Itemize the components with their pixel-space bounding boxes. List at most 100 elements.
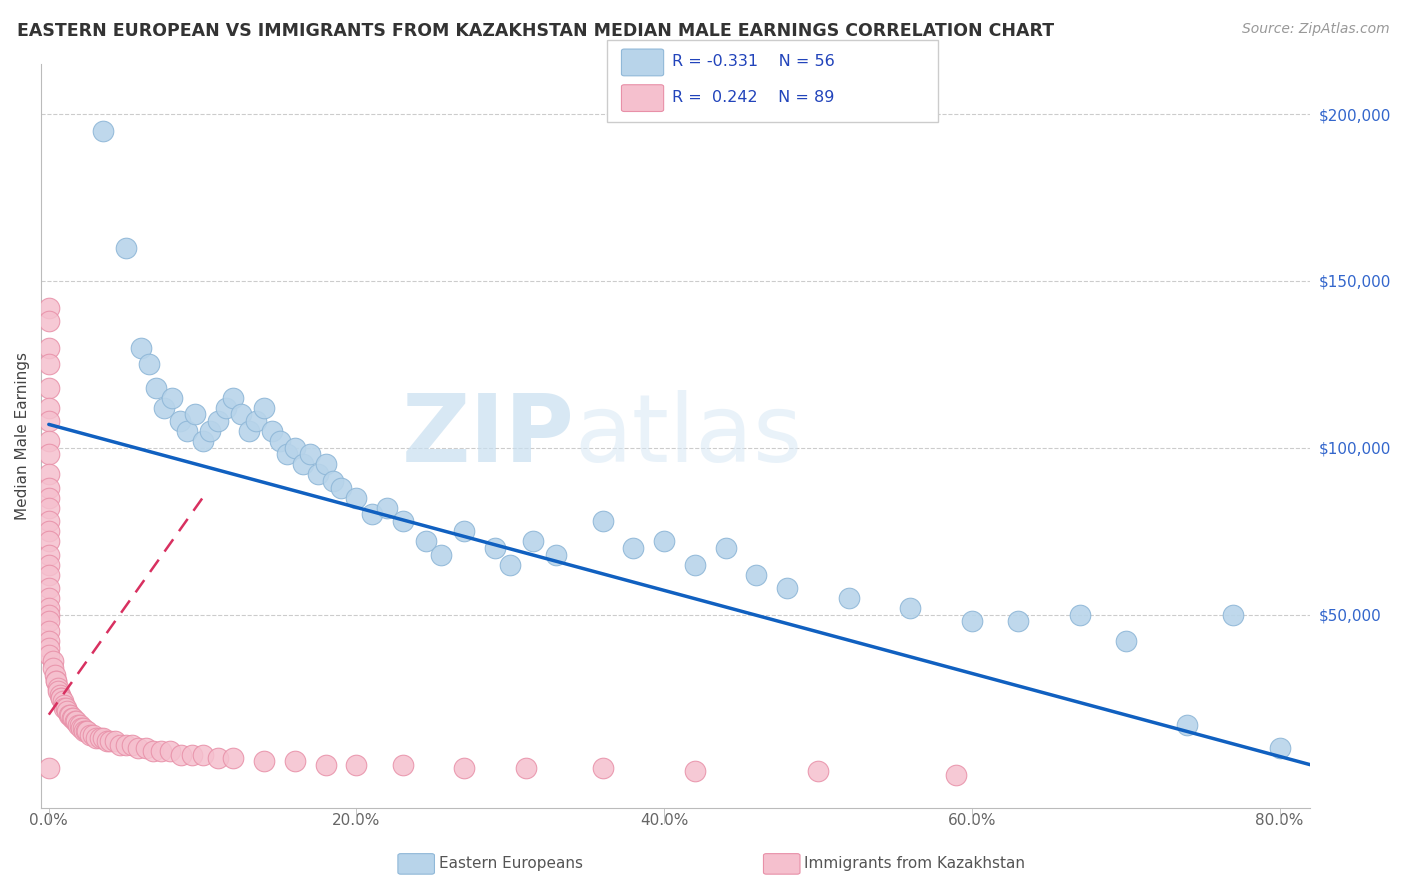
Point (391, 757, 413, 772)
Point (38, 301, 60, 315)
Point (360, 508, 382, 522)
Point (38, 481, 60, 495)
Point (375, 500, 398, 515)
Point (546, 548, 568, 562)
Point (59, 707, 82, 722)
Point (159, 744, 181, 758)
Point (207, 751, 229, 765)
Point (1268, 741, 1291, 756)
Y-axis label: Median Male Earnings: Median Male Earnings (15, 352, 30, 520)
Point (58, 707, 80, 722)
Point (44, 667, 66, 681)
Point (48, 688, 70, 702)
Point (114, 241, 136, 255)
Point (838, 591, 860, 605)
Point (38, 447, 60, 461)
Point (898, 600, 921, 615)
Point (75, 724, 97, 739)
Point (38, 591, 60, 605)
Point (38, 534, 60, 549)
Text: R = -0.331    N = 56: R = -0.331 N = 56 (672, 54, 835, 69)
Point (56, 704, 79, 718)
Point (153, 401, 176, 415)
Point (38, 414, 60, 428)
Point (200, 424, 222, 438)
Point (129, 341, 152, 355)
Point (322, 474, 344, 488)
Point (522, 534, 544, 549)
Point (776, 581, 799, 595)
Point (1222, 607, 1244, 622)
Point (430, 548, 453, 562)
Point (229, 408, 252, 422)
Point (391, 514, 413, 528)
Point (91, 731, 114, 745)
Point (714, 541, 737, 555)
Point (38, 381, 60, 395)
Point (65, 714, 87, 729)
Point (745, 567, 768, 582)
Point (38, 607, 60, 622)
Point (150, 744, 173, 758)
Point (415, 534, 437, 549)
Point (38, 314, 60, 328)
Point (53, 698, 76, 712)
Point (1007, 614, 1029, 628)
Point (73, 724, 96, 739)
Point (592, 514, 614, 528)
Point (142, 744, 165, 758)
Point (291, 458, 314, 472)
Point (46, 681, 69, 695)
Point (1069, 607, 1091, 622)
Point (253, 401, 276, 415)
Point (169, 414, 191, 428)
Point (38, 467, 60, 482)
Point (60, 711, 83, 725)
Text: R =  0.242    N = 89: R = 0.242 N = 89 (672, 90, 834, 104)
Point (45, 674, 67, 689)
Point (499, 558, 522, 572)
Point (135, 741, 157, 756)
Point (170, 747, 193, 762)
Point (346, 491, 368, 505)
Text: Immigrants from Kazakhstan: Immigrants from Kazakhstan (804, 856, 1025, 871)
Point (38, 341, 60, 355)
Point (38, 648, 60, 662)
Point (145, 381, 167, 395)
Point (945, 768, 967, 782)
Point (307, 467, 329, 482)
Point (269, 434, 291, 448)
Point (38, 357, 60, 371)
Point (1175, 717, 1198, 731)
Point (453, 761, 475, 775)
Point (1115, 634, 1137, 648)
Point (38, 614, 60, 628)
Point (346, 757, 368, 772)
Point (114, 738, 136, 752)
Point (108, 738, 131, 752)
Point (652, 534, 675, 549)
Text: atlas: atlas (574, 390, 803, 482)
Point (222, 391, 245, 405)
Point (69, 717, 91, 731)
Point (86, 731, 108, 745)
Text: Eastern Europeans: Eastern Europeans (439, 856, 582, 871)
Point (38, 558, 60, 572)
Point (299, 447, 322, 461)
Point (53, 701, 76, 715)
Point (238, 424, 260, 438)
Point (621, 541, 644, 555)
Point (284, 755, 307, 769)
Point (66, 717, 89, 731)
Point (52, 694, 75, 708)
Point (315, 757, 337, 772)
Point (38, 514, 60, 528)
Point (960, 614, 983, 628)
Point (253, 755, 276, 769)
Text: Source: ZipAtlas.com: Source: ZipAtlas.com (1241, 22, 1389, 37)
Point (807, 764, 830, 779)
Point (592, 761, 614, 775)
Point (484, 541, 506, 555)
Point (176, 424, 198, 438)
Point (62, 711, 84, 725)
